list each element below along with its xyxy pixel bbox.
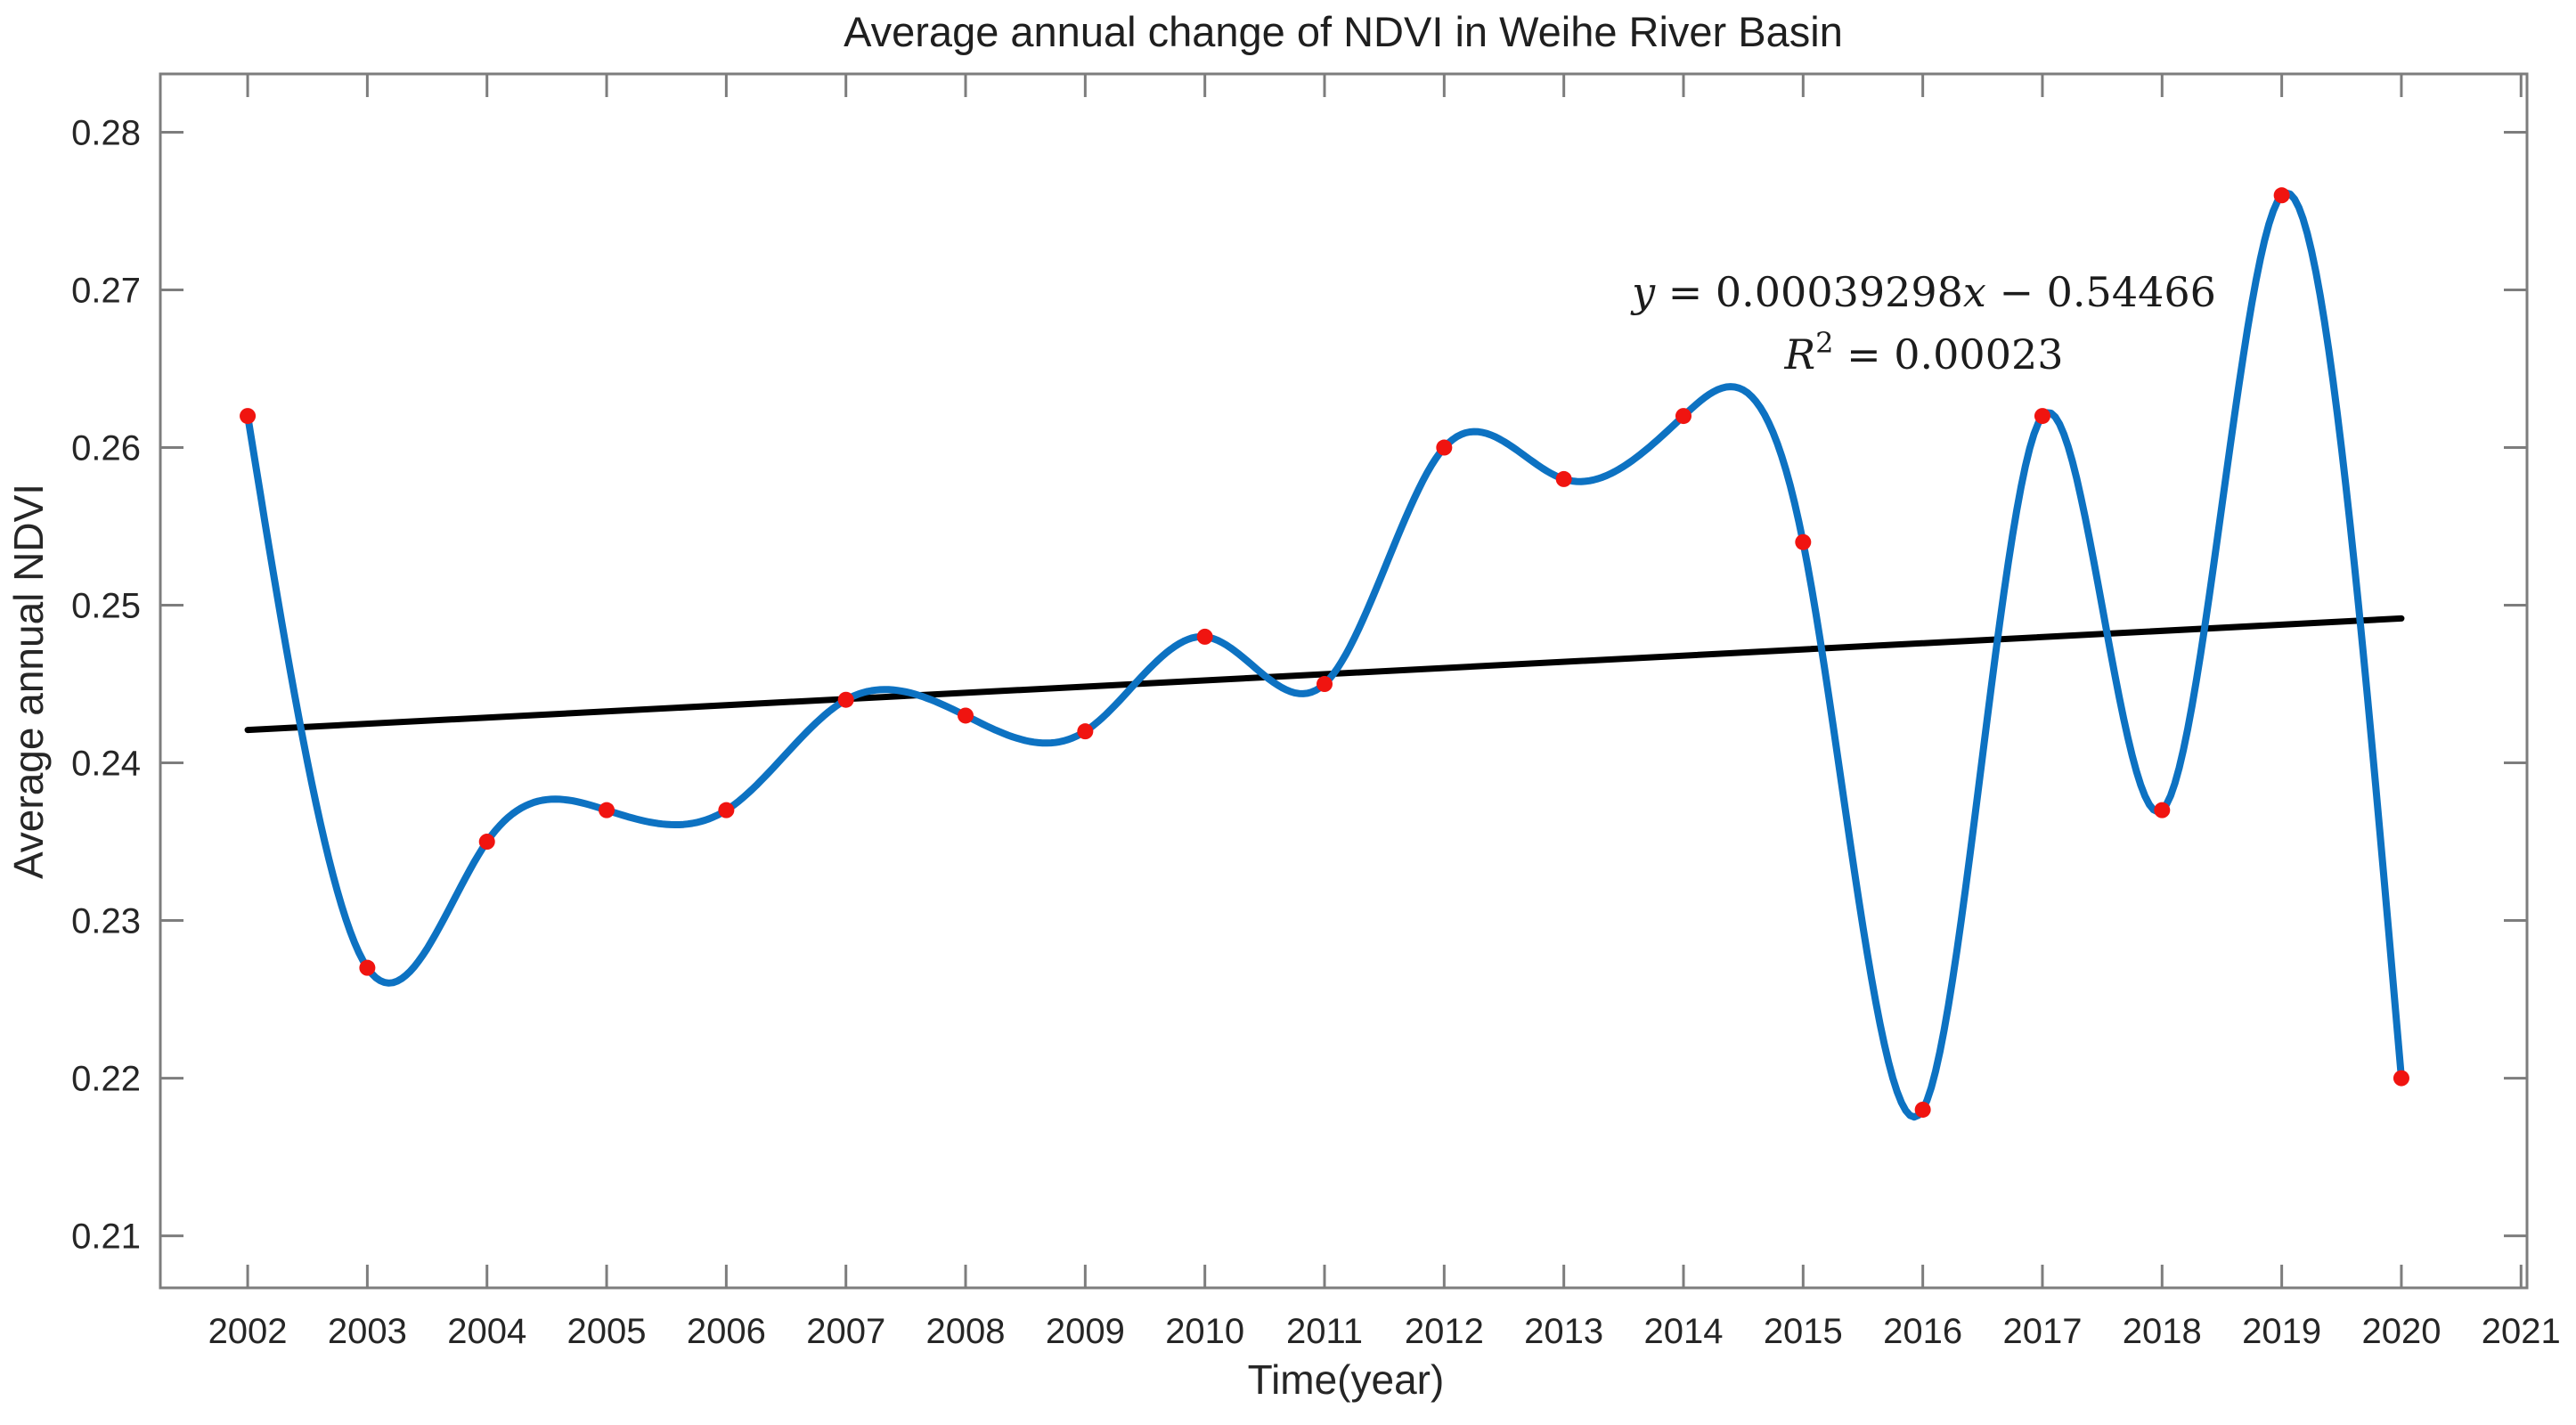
x-tick-label: 2007 (806, 1312, 885, 1351)
x-tick-label: 2014 (1643, 1312, 1723, 1351)
data-point-marker (240, 408, 257, 425)
axis-tick-label-layer: 2002 2003 2004 2005 2006 2007 2008 2009 2010 2011… (71, 113, 2561, 1351)
data-point-marker (478, 834, 495, 851)
data-point-marker (1555, 470, 1572, 487)
r2-var: R (1783, 330, 1815, 379)
equation-tail: − 0.54466 (1986, 268, 2216, 316)
y-tick-label: 0.23 (71, 902, 141, 941)
x-tick-label: 2012 (1405, 1312, 1484, 1351)
data-point-marker (1436, 439, 1453, 456)
x-tick-label: 2021 (2482, 1312, 2561, 1351)
plot-box-spines (159, 72, 2529, 1290)
trend-line (244, 615, 2405, 734)
axis-tick-layer (160, 74, 2527, 1288)
trend-line-layer (244, 615, 2405, 734)
x-tick-label: 2004 (447, 1312, 526, 1351)
y-tick-label: 0.24 (71, 745, 141, 784)
y-tick-label: 0.28 (71, 113, 141, 152)
regression-equation: y = 0.00039298x − 0.54466 (1630, 268, 2216, 316)
y-tick-label: 0.26 (71, 429, 141, 468)
x-tick-label: 2009 (1046, 1312, 1125, 1351)
data-point-marker (2034, 408, 2050, 425)
x-tick-label: 2015 (1764, 1312, 1843, 1351)
x-axis-label: Time(year) (1248, 1356, 1445, 1403)
x-tick-label: 2006 (687, 1312, 766, 1351)
ndvi-curve-layer (244, 189, 2405, 1121)
x-tick-label: 2018 (2123, 1312, 2202, 1351)
data-point-marker (1675, 408, 1692, 425)
chart-title: Average annual change of NDVI in Weihe R… (844, 8, 1843, 55)
x-tick-label: 2017 (2002, 1312, 2082, 1351)
equation-mid: = 0.00039298 (1655, 268, 1963, 316)
data-point-marker (1914, 1101, 1931, 1118)
y-tick-label: 0.27 (71, 272, 141, 311)
equation-y-var: y (1630, 268, 1656, 316)
data-point-marker (837, 691, 854, 708)
data-point-marker (1077, 723, 1094, 740)
data-point-marker (2154, 802, 2171, 818)
data-point-marker (718, 802, 735, 818)
x-tick-label: 2013 (1524, 1312, 1603, 1351)
x-tick-label: 2016 (1883, 1312, 1962, 1351)
data-point-marker (2273, 187, 2290, 204)
y-tick-label: 0.21 (71, 1217, 141, 1257)
x-tick-label: 2019 (2242, 1312, 2321, 1351)
data-point-marker (359, 959, 376, 976)
x-tick-label: 2010 (1165, 1312, 1244, 1351)
x-tick-label: 2005 (567, 1312, 647, 1351)
x-tick-label: 2008 (926, 1312, 1006, 1351)
y-axis-label: Average annual NDVI (5, 484, 52, 879)
x-tick-label: 2011 (1286, 1312, 1363, 1351)
equation-x-var: x (1963, 268, 1986, 316)
r-squared-annotation: R2 = 0.00023 (1783, 326, 2063, 379)
data-point-layer (240, 187, 2409, 1118)
data-point-marker (958, 707, 974, 724)
x-tick-label: 2003 (328, 1312, 407, 1351)
x-tick-label: 2020 (2361, 1312, 2441, 1351)
ndvi-spline-curve (244, 189, 2405, 1121)
data-point-marker (1196, 628, 1213, 645)
y-tick-label: 0.25 (71, 587, 141, 626)
r2-value: = 0.00023 (1833, 330, 2063, 379)
x-tick-label: 2002 (208, 1312, 288, 1351)
data-point-marker (1317, 676, 1333, 693)
r2-superscript: 2 (1815, 326, 1833, 360)
data-point-marker (599, 802, 615, 818)
data-point-marker (1795, 533, 1812, 550)
y-tick-label: 0.22 (71, 1060, 141, 1099)
data-point-marker (2393, 1070, 2409, 1087)
